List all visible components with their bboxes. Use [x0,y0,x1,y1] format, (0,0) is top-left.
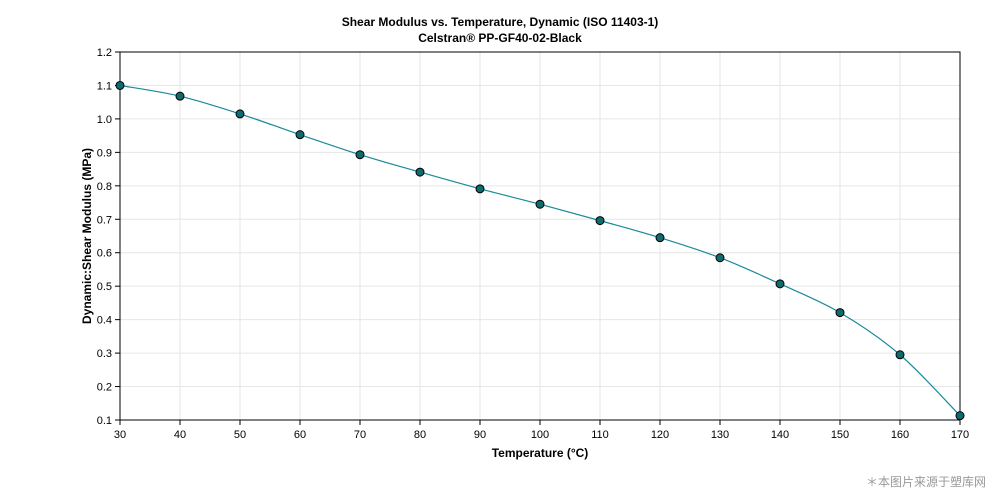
data-point [475,184,485,194]
data-point [655,233,665,243]
data-point [175,91,185,101]
grid-layer [119,51,961,421]
data-point [835,308,845,318]
data-point [715,253,725,263]
y-tick-label: 0.6 [97,248,112,260]
tick-layer: 30 40 50 60 70 80 90 100 110 120 130 140 150 160 170 0.… [97,47,969,441]
chart-subtitle: Celstran® PP-GF40-02-Black [418,31,582,45]
y-tick-label: 0.9 [97,147,112,159]
data-point [895,350,905,360]
data-point [295,130,305,140]
y-tick-label: 1.0 [97,114,112,126]
data-point [535,199,545,209]
data-point [115,80,125,90]
series-layer [115,80,965,421]
x-tick-label: 170 [951,429,969,441]
watermark-text: ＊本图片来源于塑库网 [865,475,986,489]
data-point [595,216,605,226]
y-tick-label: 1.2 [97,47,112,59]
y-tick-label: 0.2 [97,382,112,394]
x-tick-label: 140 [771,429,789,441]
x-tick-label: 50 [234,429,246,441]
x-tick-label: 70 [354,429,366,441]
x-tick-label: 30 [114,429,126,441]
x-axis-label: Temperature (°C) [492,446,589,460]
y-tick-label: 0.5 [97,281,112,293]
x-tick-label: 90 [474,429,486,441]
data-point [955,411,965,421]
y-tick-label: 0.1 [97,415,112,427]
y-tick-label: 0.4 [97,315,112,327]
data-point [235,109,245,119]
y-tick-label: 0.7 [97,214,112,226]
data-point [775,279,785,289]
y-tick-label: 1.1 [97,80,112,92]
chart-title: Shear Modulus vs. Temperature, Dynamic (… [342,15,659,29]
x-tick-label: 40 [174,429,186,441]
x-tick-label: 100 [531,429,549,441]
x-tick-label: 150 [831,429,849,441]
data-point [355,150,365,160]
x-tick-label: 160 [891,429,909,441]
x-tick-label: 60 [294,429,306,441]
y-axis-label: Dynamic:Shear Modulus (MPa) [80,148,94,324]
data-point [415,167,425,177]
y-tick-label: 0.8 [97,181,112,193]
x-tick-label: 120 [651,429,669,441]
x-tick-label: 130 [711,429,729,441]
x-tick-label: 80 [414,429,426,441]
x-tick-label: 110 [591,429,609,441]
y-tick-label: 0.3 [97,348,112,360]
